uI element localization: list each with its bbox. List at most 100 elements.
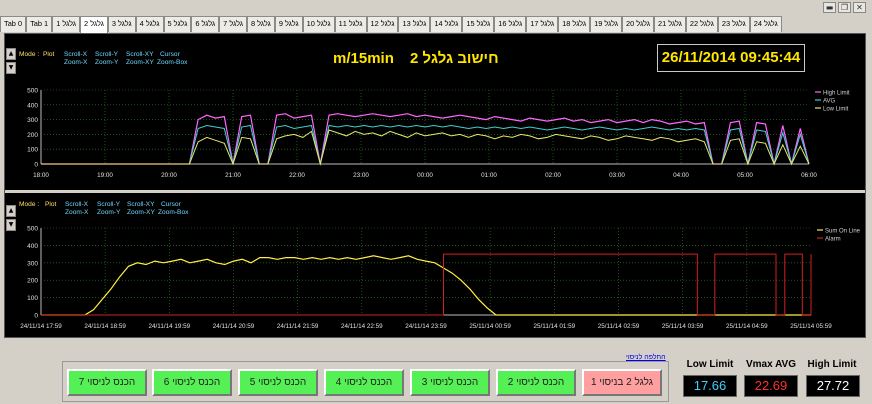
vmax-avg-value: 22.69 <box>744 375 798 397</box>
chart1-y-tick-label: 200 <box>27 132 38 139</box>
mode-scroll-xy[interactable]: Scroll-XY <box>126 51 154 58</box>
tab-bar: Tab 0 Tab 1 גלגל 1 גלגל 2 גלגל 3 גלגל 4 גלגל 5… <box>0 16 872 33</box>
tab-11[interactable]: גלגל 10 <box>302 16 335 32</box>
mode-zoom-box[interactable]: Zoom-Box <box>157 59 188 66</box>
unit-label: m/15min <box>333 50 394 67</box>
test-button-4[interactable]: הכנס לניסוי 4 <box>324 369 404 396</box>
minimize-icon[interactable]: ▬ <box>823 2 836 13</box>
scroll-up-icon[interactable]: ▲ <box>6 205 16 217</box>
tab-8[interactable]: גלגל 7 <box>219 16 247 32</box>
low-limit-label: Low Limit <box>686 359 734 370</box>
tab-14[interactable]: גלגל 13 <box>398 16 431 32</box>
tab-17[interactable]: גלגל 16 <box>494 16 527 32</box>
chart1-x-tick-label: 22:00 <box>289 172 305 179</box>
mode-zoom-x[interactable]: Zoom-X <box>65 209 89 216</box>
chart1-x-tick-label: 00:00 <box>417 172 433 179</box>
mode-cursor[interactable]: Cursor <box>161 201 181 208</box>
tab-21[interactable]: גלגל 20 <box>622 16 654 32</box>
chart2-legend-label: Alarm <box>825 236 841 242</box>
chart2-x-tick-label: 25/11/14 04:59 <box>726 323 768 330</box>
test-button-2[interactable]: הכנס לניסוי 2 <box>496 369 576 396</box>
mode-scroll-y[interactable]: Scroll-Y <box>97 201 121 208</box>
chart2-x-tick-label: 24/11/14 22:59 <box>341 323 383 330</box>
tab-5[interactable]: גלגל 4 <box>135 16 164 32</box>
chart2-y-tick-label: 100 <box>27 295 38 302</box>
chart1-x-tick-label: 02:00 <box>545 172 561 179</box>
test-button-7[interactable]: הכנס לניסוי 7 <box>67 369 147 396</box>
chart2-x-tick-label: 25/11/14 05:59 <box>790 323 832 330</box>
chart2-series-alarm <box>41 253 812 316</box>
chart2-x-tick-label: 24/11/14 23:59 <box>405 323 447 330</box>
chart2-x-tick-label: 25/11/14 01:59 <box>534 323 576 330</box>
maximize-icon[interactable]: ❐ <box>838 2 851 13</box>
mode-scroll-y[interactable]: Scroll-Y <box>95 51 119 58</box>
tab-0[interactable]: Tab 0 <box>0 16 27 32</box>
low-limit-value: 17.66 <box>683 375 737 397</box>
mode-plot[interactable]: Plot <box>45 201 57 208</box>
tab-6[interactable]: גלגל 5 <box>163 16 192 32</box>
tab-7[interactable]: גלגל 6 <box>191 16 220 32</box>
mode-scroll-xy[interactable]: Scroll-XY <box>127 201 155 208</box>
mode-plot[interactable]: Plot <box>43 51 55 58</box>
charts-panel: ▲ ▼ ▲ ▼ Mode : Plot Scroll-X Zoom-X Scro… <box>4 33 866 338</box>
tab-22[interactable]: גלגל 21 <box>653 16 686 32</box>
tab-16[interactable]: גלגל 15 <box>462 16 495 32</box>
mode-zoom-x[interactable]: Zoom-X <box>64 59 88 66</box>
chart2-y-tick-label: 200 <box>27 278 38 285</box>
high-limit-label: High Limit <box>807 359 857 370</box>
chart1-y-tick-label: 100 <box>27 147 38 154</box>
chart2-x-tick-label: 24/11/14 21:59 <box>277 323 319 330</box>
tab-15[interactable]: גלגל 14 <box>430 16 463 32</box>
mode-zoom-y[interactable]: Zoom-Y <box>95 59 119 66</box>
mode-scroll-x[interactable]: Scroll-X <box>65 201 89 208</box>
tab-24[interactable]: גלגל 23 <box>717 16 750 32</box>
test-button-3[interactable]: הכנס לניסוי 3 <box>410 369 490 396</box>
tab-3[interactable]: גלגל 2 <box>80 16 108 33</box>
mode-scroll-x[interactable]: Scroll-X <box>64 51 88 58</box>
close-icon[interactable]: ✕ <box>853 2 866 13</box>
chart1-x-tick-label: 04:00 <box>673 172 689 179</box>
chart2-x-tick-label: 24/11/14 18:59 <box>84 323 126 330</box>
chart2-legend-label: Sum On Line <box>825 228 861 234</box>
tab-13[interactable]: גלגל 12 <box>366 16 399 32</box>
test-button-1[interactable]: גלגל 2 בניסוי 1 <box>582 369 662 396</box>
mode-zoom-xy[interactable]: Zoom-XY <box>126 59 154 66</box>
chart1-x-tick-label: 05:00 <box>737 172 753 179</box>
chart1-x-tick-label: 03:00 <box>609 172 625 179</box>
chart1-x-tick-label: 01:00 <box>481 172 497 179</box>
mode-zoom-y[interactable]: Zoom-Y <box>97 209 121 216</box>
tab-20[interactable]: גלגל 19 <box>590 16 623 32</box>
datetime-display: 26/11/2014 09:45:44 <box>657 44 805 72</box>
scroll-down-icon[interactable]: ▼ <box>6 62 16 74</box>
tab-10[interactable]: גלגל 9 <box>274 16 303 32</box>
bottom-chart[interactable]: 0 100 200 300 400 500 24/11/14 17:59 24/11/14 1… <box>5 193 865 339</box>
tab-19[interactable]: גלגל 18 <box>558 16 591 32</box>
mode-zoom-xy[interactable]: Zoom-XY <box>127 209 155 216</box>
chart2-x-tick-label: 25/11/14 00:59 <box>469 323 511 330</box>
mode-zoom-box[interactable]: Zoom-Box <box>158 209 189 216</box>
tab-9[interactable]: גלגל 8 <box>246 16 275 32</box>
vmax-avg-label: Vmax AVG <box>745 359 797 370</box>
tab-4[interactable]: גלגל 3 <box>107 16 136 32</box>
tab-25[interactable]: גלגל 24 <box>749 16 782 32</box>
tab-1[interactable]: Tab 1 <box>26 16 53 32</box>
chart2-x-tick-label: 25/11/14 03:59 <box>662 323 704 330</box>
tab-18[interactable]: גלגל 17 <box>526 16 559 32</box>
tab-23[interactable]: גלגל 22 <box>685 16 718 32</box>
chart1-x-tick-label: 21:00 <box>225 172 241 179</box>
mode-cursor[interactable]: Cursor <box>160 51 180 58</box>
test-button-5[interactable]: הכנס לניסוי 5 <box>238 369 318 396</box>
chart-divider <box>5 190 865 193</box>
chart1-x-tick-label: 18:00 <box>33 172 49 179</box>
scroll-up-icon[interactable]: ▲ <box>6 48 16 60</box>
tab-12[interactable]: גלגל 11 <box>334 16 367 32</box>
chart1-x-tick-label: 19:00 <box>97 172 113 179</box>
scroll-down-icon[interactable]: ▼ <box>6 219 16 231</box>
page-title: m/15min חישוב גלגל 2 <box>333 50 499 67</box>
top-chart[interactable]: 0 100 200 300 400 500 18:00 19:00 20:00 21:00 22:0… <box>5 34 865 190</box>
tab-2[interactable]: גלגל 1 <box>52 16 81 32</box>
switch-test-link[interactable]: החלפה לניסוי <box>626 354 666 361</box>
test-button-6[interactable]: הכנס לניסוי 6 <box>152 369 232 396</box>
mode-label: Mode : <box>19 51 40 58</box>
